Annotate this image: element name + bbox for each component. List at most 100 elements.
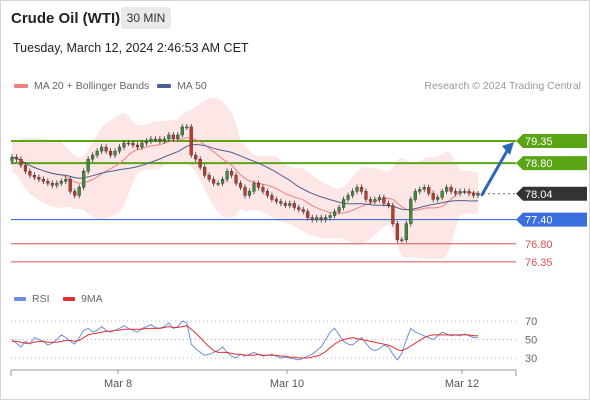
legend-rsi-ma-label: 9MA	[81, 293, 103, 305]
candle-body	[247, 191, 252, 196]
rsi-tick-70: 70	[525, 316, 537, 328]
legend-ma20: MA 20 + Bollinger Bands	[14, 80, 149, 92]
credit-text: Research © 2024 Trading Central	[424, 80, 581, 92]
candle-body	[283, 203, 287, 206]
candles-group	[10, 124, 480, 243]
candle-body	[368, 199, 373, 202]
candle-body	[198, 158, 202, 168]
legend-rsi: RSI	[14, 293, 50, 305]
candle-body	[427, 187, 431, 194]
rsi-tick-50: 50	[525, 335, 537, 347]
candle-body	[288, 203, 292, 206]
candle-body	[346, 195, 350, 200]
candle-body	[28, 171, 32, 176]
candle-body	[476, 193, 480, 196]
candle-body	[113, 150, 117, 156]
candle-body	[122, 142, 126, 148]
candle-body	[50, 183, 54, 186]
rsi-ma-swatch	[63, 297, 75, 302]
candle-body	[194, 154, 198, 160]
level-label-79.35: 79.35	[525, 136, 553, 148]
level-tag-79.35	[516, 134, 587, 148]
candle-body	[59, 181, 63, 184]
candle-body	[270, 195, 274, 200]
candle-body	[100, 146, 104, 152]
rsi-ma-line	[12, 325, 478, 359]
candle-body	[413, 191, 417, 200]
candle-body	[220, 179, 225, 184]
candle-body	[234, 175, 238, 184]
candle-body	[225, 171, 229, 180]
candle-body	[310, 217, 314, 220]
legend-ma20-label: MA 20 + Bollinger Bands	[34, 80, 150, 92]
level-label-76.35: 76.35	[525, 257, 553, 269]
timeframe-badge[interactable]: 30 MIN	[121, 7, 171, 29]
candle-body	[404, 223, 408, 240]
candle-body	[440, 191, 444, 198]
candle-body	[171, 134, 175, 140]
candle-body	[292, 203, 296, 208]
candle-body	[167, 134, 171, 140]
candle-body	[203, 166, 207, 176]
legend-rsi-label: RSI	[32, 293, 50, 305]
level-label-78.80: 78.80	[525, 158, 553, 170]
candle-body	[238, 183, 243, 188]
candle-body	[350, 191, 355, 196]
rsi-tick-30: 30	[525, 353, 537, 365]
candle-body	[77, 187, 81, 196]
level-tag-78.04	[516, 186, 587, 201]
candle-body	[229, 171, 234, 176]
candle-body	[297, 207, 301, 210]
candle-body	[328, 215, 332, 218]
candle-body	[279, 201, 283, 204]
instrument-title: Crude Oil (WTI)	[11, 10, 121, 27]
candle-body	[189, 126, 193, 156]
ma50-swatch	[157, 84, 171, 89]
candle-body	[23, 164, 28, 172]
candle-body	[409, 199, 413, 224]
ma20-swatch	[14, 84, 28, 89]
candle-body	[471, 193, 476, 196]
candle-body	[176, 134, 180, 140]
candle-body	[19, 158, 23, 166]
candle-body	[382, 197, 386, 204]
candle-body	[319, 217, 323, 220]
candle-body	[301, 209, 305, 212]
candle-body	[126, 142, 131, 145]
candle-body	[261, 187, 265, 192]
candle-body	[333, 211, 337, 216]
candle-body	[449, 187, 453, 192]
candle-body	[131, 142, 135, 146]
chart-header: Crude Oil (WTI) 30 MIN	[0, 0, 590, 36]
candle-body	[337, 207, 341, 212]
candle-body	[149, 138, 153, 142]
candle-body	[306, 211, 310, 218]
level-label-76.80: 76.80	[525, 239, 553, 251]
candle-body	[364, 191, 368, 200]
candle-body	[315, 217, 319, 220]
candle-body	[135, 144, 140, 148]
candle-body	[108, 150, 113, 156]
x-axis-label-2: Mar 12	[445, 378, 479, 390]
candle-body	[91, 154, 95, 160]
legend-rsi-ma: 9MA	[63, 293, 103, 305]
candle-body	[185, 126, 189, 129]
candle-body	[37, 177, 41, 180]
rsi-line	[11, 320, 478, 361]
level-label-78.04: 78.04	[525, 189, 553, 201]
level-label-77.40: 77.40	[525, 215, 553, 227]
candle-body	[82, 171, 86, 188]
candle-body	[207, 175, 211, 180]
candle-body	[386, 203, 390, 206]
candle-body	[158, 138, 162, 142]
candle-body	[445, 187, 449, 192]
candle-body	[453, 191, 458, 194]
candle-body	[373, 199, 377, 202]
candle-body	[462, 191, 467, 193]
candle-body	[243, 187, 247, 196]
candle-body	[395, 223, 399, 240]
forecast-arrow-shaft	[480, 149, 509, 197]
candle-body	[431, 193, 435, 200]
ma20-line	[11, 137, 479, 214]
candle-body	[359, 187, 364, 192]
